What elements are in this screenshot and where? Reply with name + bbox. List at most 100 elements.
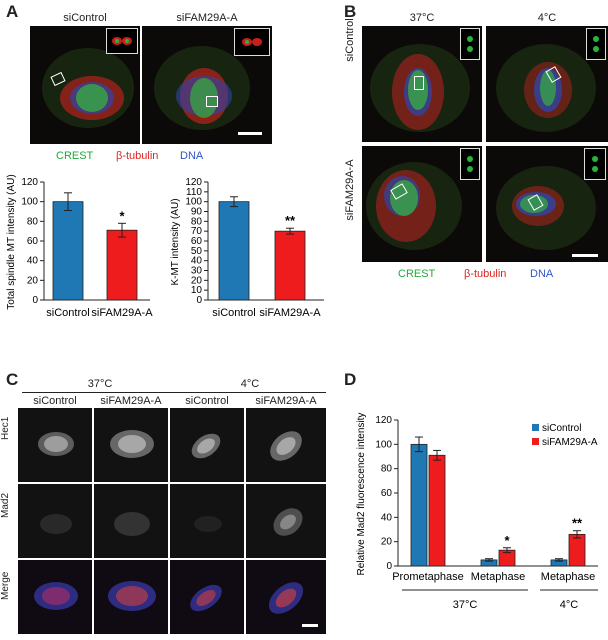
- chart-d-bar: [428, 454, 446, 567]
- panel-c-row-merge: Merge: [0, 564, 11, 600]
- chart-a2-ytick-label: 20: [191, 275, 203, 286]
- panel-c-merge-37c-sicontrol: [18, 560, 92, 634]
- chart-a1-xlabel-1: siFAM29A-A: [91, 307, 153, 319]
- panel-c-hec1-4c-sifam29a: [246, 408, 326, 482]
- chart-d-significance: **: [572, 516, 583, 531]
- panel-b-row-label-sifam29a: siFAM29A-A: [344, 140, 356, 240]
- chart-a2-ytick-label: 90: [191, 207, 203, 218]
- chart-d-xlabel-0: Prometaphase: [392, 571, 464, 583]
- panel-c-row-mad2-text: Mad2: [0, 492, 11, 518]
- panel-c-group-line-4c: [170, 392, 326, 393]
- chart-a2-ytick-label: 60: [191, 236, 203, 247]
- panel-label-d: D: [344, 370, 357, 389]
- panel-c-row-mad2: Mad2: [0, 488, 11, 518]
- panel-b-box-marker: [414, 76, 424, 90]
- panel-b-image-37c-sifam29a: [362, 146, 482, 262]
- panel-c-hec1-37c-sicontrol: [18, 408, 92, 482]
- panel-c-merge-4c-sifam29a: [246, 560, 326, 634]
- panel-c-group-line-37c: [22, 392, 178, 393]
- chart-d-ylabel: Relative Mad2 fluorescence intensity: [356, 413, 367, 576]
- panel-c-mad2-37c-sicontrol: [18, 484, 92, 558]
- chart-a2-ytick-label: 30: [191, 266, 203, 277]
- panel-b-inset-37c-sicontrol: [460, 28, 480, 60]
- legend-label-sifam29a: siFAM29A-A: [542, 437, 598, 448]
- panel-b-image-4c-sicontrol: [486, 26, 608, 142]
- panel-b-inset-4c-sicontrol: [586, 28, 606, 60]
- panel-a-inset-sifam29a: [234, 28, 270, 56]
- chart-a2-ytick-label: 120: [185, 177, 202, 188]
- chart-a2-bar: [218, 201, 250, 301]
- chart-a1-ytick-label: 120: [21, 177, 38, 188]
- chart-a2-significance: **: [285, 213, 296, 228]
- chart-a2-ytick-label: 70: [191, 226, 203, 237]
- panel-c-group-4c: 4°C: [240, 378, 260, 390]
- panel-c-col-3: siFAM29A-A: [255, 395, 317, 407]
- chart-d-bar: [410, 443, 428, 567]
- chart-a2-ytick-label: 110: [186, 187, 202, 198]
- chart-a2-xlabel-0: siControl: [212, 307, 255, 319]
- chart-d-bar: [568, 533, 586, 567]
- chart-a1-ytick-label: 20: [27, 275, 39, 286]
- panel-b-col-label-4c: 4°C: [537, 12, 557, 24]
- panel-a-col-label-sicontrol: siControl: [63, 12, 107, 24]
- chart-d-ytick-label: 0: [386, 561, 392, 572]
- chart-a1-bar: [106, 229, 138, 301]
- panel-c-row-hec1: Hec1: [0, 410, 11, 440]
- panel-c-row-merge-text: Merge: [0, 571, 11, 600]
- chart-a2-xlabel-1: siFAM29A-A: [259, 307, 321, 319]
- chart-a2-ytick-label: 100: [185, 197, 202, 208]
- chart-a2-ytick-label: 80: [191, 216, 203, 227]
- panel-label-a: A: [6, 2, 19, 21]
- scale-bar: [302, 624, 318, 627]
- panel-b-row-label-sicontrol: siControl: [344, 0, 356, 80]
- panel-c-merge-4c-sicontrol: [170, 560, 244, 634]
- panel-a-image-sicontrol: [30, 26, 140, 144]
- panel-a-image-sifam29a: [142, 26, 272, 144]
- panel-c-mad2-4c-sicontrol: [170, 484, 244, 558]
- chart-a2-bar: [274, 230, 306, 301]
- chart-d-ytick-label: 60: [381, 488, 393, 499]
- chart-a2-ytick-label: 10: [191, 285, 203, 296]
- chart-a2-ylabel: K-MT intensity (AU): [170, 198, 181, 285]
- legend-tubulin: β-tubulin: [116, 150, 159, 162]
- legend-swatch-sicontrol: [532, 424, 539, 431]
- panel-c-merge-37c-sifam29a: [94, 560, 168, 634]
- panel-a-col-label-sifam29a: siFAM29A-A: [176, 12, 238, 24]
- chart-a1-significance: *: [119, 208, 125, 223]
- chart-total-spindle-mt: 0 20 40 60 80 100 120 * Total spindle MT inten…: [6, 174, 153, 319]
- chart-d-significance: *: [504, 533, 510, 548]
- scale-bar: [238, 132, 262, 135]
- panel-b-inset-4c-sifam29a: [584, 148, 606, 180]
- panel-b-image-37c-sicontrol: [362, 26, 482, 142]
- panel-c-group-37c: 37°C: [87, 378, 113, 390]
- chart-d-ytick-label: 120: [375, 415, 392, 426]
- chart-d-group-37c: 37°C: [453, 599, 478, 611]
- panel-a-inset-sicontrol: [106, 28, 138, 54]
- legend-dna: DNA: [180, 150, 204, 162]
- chart-d-group-4c: 4°C: [560, 599, 579, 611]
- panel-b-legend-dna: DNA: [530, 268, 554, 280]
- panel-c-col-0: siControl: [33, 395, 77, 407]
- chart-d-ytick-label: 80: [381, 464, 393, 475]
- chart-a1-ytick-label: 0: [32, 295, 38, 306]
- chart-d-xlabel-1: Metaphase: [471, 571, 525, 583]
- panel-c-row-hec1-text: Hec1: [0, 416, 11, 440]
- chart-a2-ytick-label: 40: [191, 256, 203, 267]
- panel-c-hec1-37c-sifam29a: [94, 408, 168, 482]
- panel-b-row-label-sifam29a-text: siFAM29A-A: [344, 159, 356, 221]
- chart-d-ytick-label: 40: [381, 512, 393, 523]
- legend-crest: CREST: [56, 150, 94, 162]
- chart-a2-ytick-label: 50: [191, 246, 203, 257]
- panel-c-col-1: siFAM29A-A: [100, 395, 162, 407]
- panel-b-row-label-sicontrol-text: siControl: [344, 18, 356, 62]
- chart-a1-ytick-label: 100: [21, 197, 38, 208]
- chart-a1-bar: [52, 201, 84, 301]
- panel-label-c: C: [6, 370, 19, 389]
- chart-d-xlabel-2: Metaphase: [541, 571, 595, 583]
- panel-c-mad2-37c-sifam29a: [94, 484, 168, 558]
- panel-c-hec1-4c-sicontrol: [170, 408, 244, 482]
- chart-d-ytick-label: 100: [375, 439, 392, 450]
- scale-bar: [572, 254, 598, 257]
